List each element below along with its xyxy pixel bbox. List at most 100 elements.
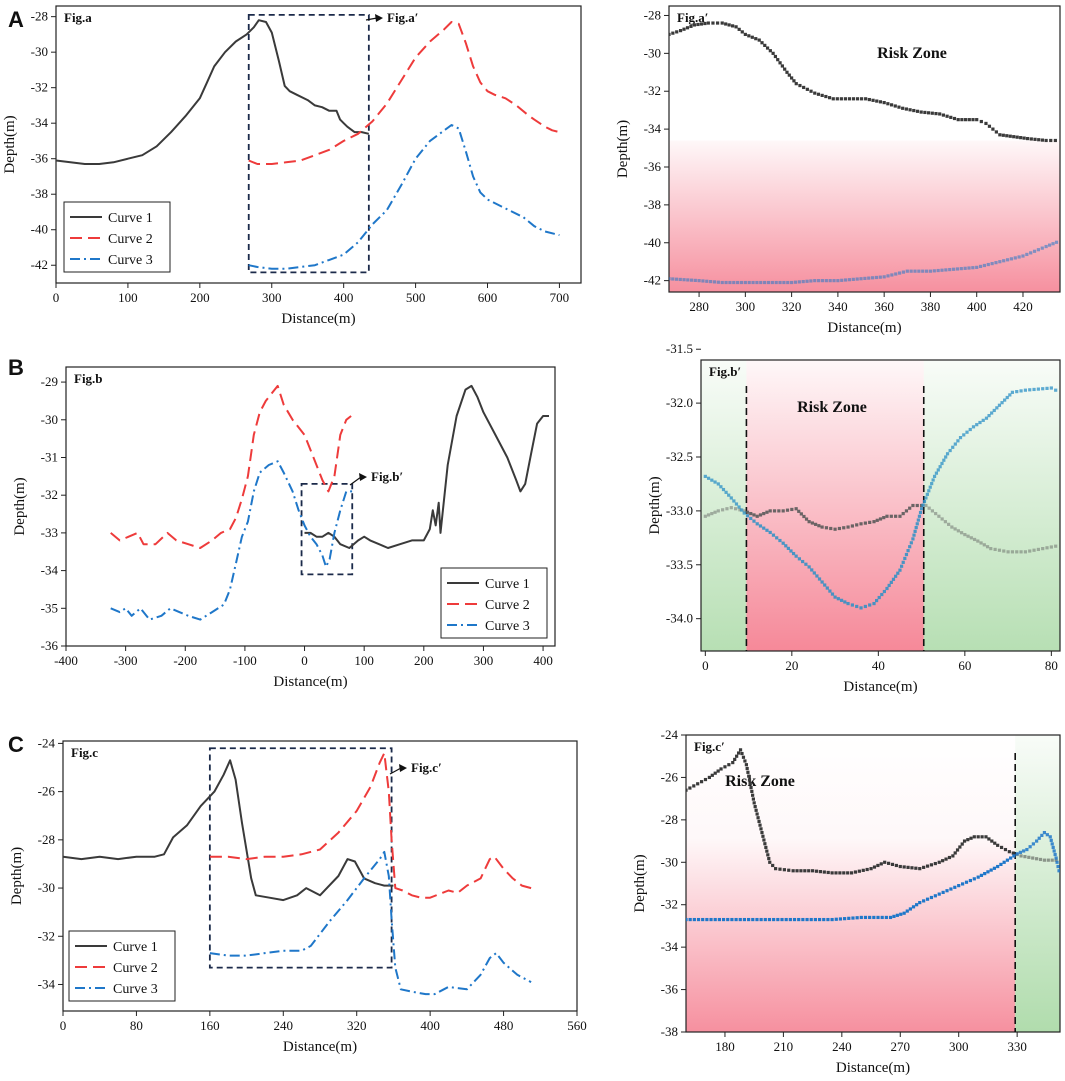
series-curve-1-marker xyxy=(878,100,883,104)
series-curve-1-marker xyxy=(790,507,794,512)
series-curve-1-marker xyxy=(990,839,994,843)
y-tick-label: -32 xyxy=(31,80,48,95)
series-curve-3-marker xyxy=(780,917,784,922)
series-curve-1-marker xyxy=(820,93,824,97)
series-curve-3-marker xyxy=(972,877,976,881)
series-curve-1-marker xyxy=(969,836,973,840)
series-curve-3-marker xyxy=(936,468,940,472)
series-curve-3-marker xyxy=(786,546,790,550)
y-axis-label: Depth(m) xyxy=(12,477,28,535)
series-curve-1-marker xyxy=(868,520,872,524)
y-tick-label: -32 xyxy=(661,897,678,912)
series-curve-1-marker xyxy=(754,808,758,812)
y-tick-label: -33 xyxy=(41,525,58,540)
series-curve-1-marker xyxy=(780,64,784,68)
series-curve-3-marker xyxy=(850,603,854,607)
series-curve-1-marker xyxy=(745,766,749,771)
x-tick-label: 60 xyxy=(958,658,971,673)
series-curve-3-marker xyxy=(1048,835,1052,839)
series-curve-1-marker xyxy=(759,827,763,831)
y-tick-label: -42 xyxy=(31,257,48,272)
series-curve-3-marker xyxy=(896,571,900,575)
series-curve-1-marker xyxy=(1015,550,1019,554)
series-curve-3-marker xyxy=(913,269,917,273)
series-curve-3-marker xyxy=(765,528,769,532)
x-axis-label: Distance(m) xyxy=(843,679,917,695)
series-curve-1-marker xyxy=(997,548,1002,552)
series-curve-1-marker xyxy=(929,863,934,867)
series-curve-1-marker xyxy=(985,545,990,549)
series-curve-1-marker xyxy=(898,514,902,518)
series-curve-3-marker xyxy=(686,917,688,922)
series-curve-1-marker xyxy=(1023,550,1027,554)
series-curve-3-marker xyxy=(990,261,994,266)
series-curve-1-marker xyxy=(960,842,964,846)
series-curve-1-marker xyxy=(785,70,789,74)
series-curve-3-marker xyxy=(809,279,813,283)
series-curve-1-marker xyxy=(847,97,852,101)
series-curve-1-marker xyxy=(937,860,941,864)
series-curve-3-marker xyxy=(1051,845,1055,850)
series-curve-3-marker xyxy=(701,917,705,922)
series-curve-1-marker xyxy=(754,37,758,41)
y-axis-label: Depth(m) xyxy=(632,854,648,912)
series-curve-3-marker xyxy=(992,408,996,413)
y-tick-label: -34 xyxy=(644,121,662,136)
series-curve-1-marker xyxy=(984,835,988,839)
x-axis-label: Distance(m) xyxy=(281,311,355,327)
x-tick-label: 300 xyxy=(262,290,282,305)
series-curve-3-marker xyxy=(801,279,805,284)
series-curve-2-line xyxy=(248,21,560,165)
series-curve-1-marker xyxy=(1015,135,1019,139)
x-tick-label: 340 xyxy=(828,299,848,314)
inset-region-box xyxy=(247,13,370,274)
series-curve-1-marker xyxy=(956,529,960,533)
series-curve-3-marker xyxy=(734,917,738,922)
plot-area xyxy=(110,384,549,621)
legend-label: Curve 2 xyxy=(113,961,158,976)
series-curve-3-marker xyxy=(721,487,726,492)
series-curve-1-marker xyxy=(837,526,842,531)
series-curve-1-marker xyxy=(771,863,775,868)
series-curve-3-marker xyxy=(706,476,711,480)
y-tick-label: -42 xyxy=(644,273,661,288)
series-curve-1-marker xyxy=(703,777,708,782)
series-curve-1-marker xyxy=(716,509,720,513)
series-curve-1-marker xyxy=(751,797,755,801)
series-curve-3-marker xyxy=(1015,390,1019,394)
series-curve-1-marker xyxy=(962,839,967,843)
series-curve-1-marker xyxy=(682,27,686,31)
series-curve-1-marker xyxy=(778,61,782,65)
series-curve-1-marker xyxy=(953,527,957,531)
callout-arrow-line xyxy=(389,767,402,775)
series-curve-3-marker xyxy=(951,267,956,271)
series-curve-1-marker xyxy=(867,97,871,102)
series-curve-1-marker xyxy=(966,534,970,538)
series-curve-3-marker xyxy=(872,915,876,920)
series-curve-3-marker xyxy=(669,277,671,281)
series-curve-3-marker xyxy=(1049,386,1053,390)
series-curve-1-marker xyxy=(843,97,848,101)
series-curve-1-marker xyxy=(751,793,755,797)
series-curve-3-marker xyxy=(742,917,747,922)
series-curve-1-marker xyxy=(902,865,906,869)
series-curve-1-marker xyxy=(706,513,711,517)
series-curve-1-marker xyxy=(926,111,931,115)
risk-shading xyxy=(669,140,1060,292)
series-curve-3-marker xyxy=(781,541,785,545)
series-curve-1-marker xyxy=(938,112,942,116)
series-curve-3-marker xyxy=(678,277,682,282)
series-curve-3-marker xyxy=(986,262,990,267)
series-curve-1-marker xyxy=(734,507,738,511)
series-curve-3-marker xyxy=(967,266,971,270)
series-curve-3-marker xyxy=(836,597,840,601)
series-curve-3-marker xyxy=(898,568,902,572)
series-curve-3-marker xyxy=(847,278,852,282)
series-curve-3-marker xyxy=(979,873,984,877)
series-curve-3-marker xyxy=(901,270,906,274)
series-curve-1-marker xyxy=(762,511,766,516)
series-curve-1-marker xyxy=(1005,134,1009,138)
series-curve-3-marker xyxy=(940,461,944,466)
series-curve-3-marker xyxy=(863,604,867,609)
series-curve-3-marker xyxy=(981,418,985,422)
